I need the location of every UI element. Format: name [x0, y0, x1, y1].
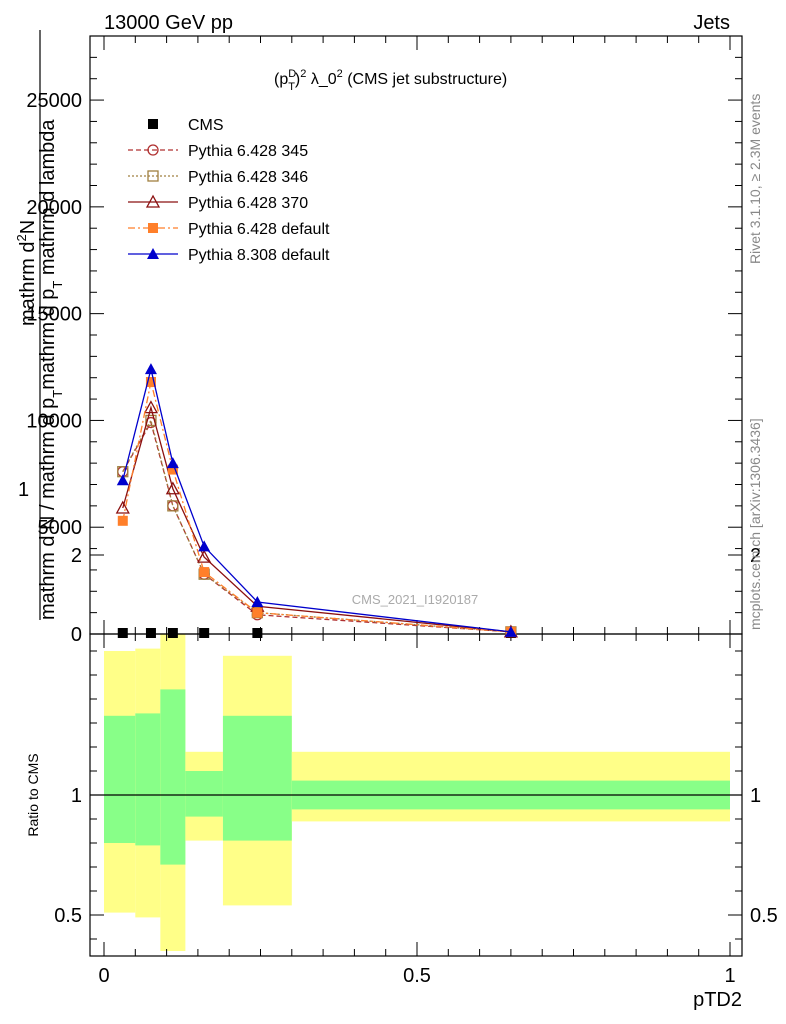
series-line — [122, 418, 511, 633]
data-point — [145, 414, 157, 427]
legend: CMS Pythia 6.428 345 Pythia 6.428 346 Pythi… — [128, 117, 330, 264]
legend-label: Pythia 6.428 345 — [188, 143, 308, 160]
data-point — [117, 628, 128, 638]
legend-marker — [147, 170, 159, 182]
data-point — [504, 625, 517, 637]
x-axis-label: pTD2 — [693, 989, 742, 1011]
data-point — [166, 457, 179, 469]
data-point — [144, 363, 157, 375]
svg-text:mathrm d2N: mathrm d2N — [14, 220, 39, 326]
legend-label: Pythia 6.428 346 — [188, 169, 308, 186]
data-point — [115, 500, 130, 514]
header-right: Jets — [693, 12, 730, 34]
ratio-y-tick-label: 1 — [71, 785, 82, 807]
ratio-y-tick-label-right: 1 — [750, 785, 761, 807]
rivet-info: Rivet 3.1.10, ≥ 2.3M events — [747, 94, 763, 264]
legend-marker — [147, 144, 159, 156]
x-tick-label: 1 — [724, 965, 735, 987]
legend-marker — [145, 194, 161, 208]
data-point — [252, 628, 263, 638]
ratio-bands — [90, 634, 742, 951]
data-point — [167, 500, 179, 512]
plot-title: (pD T)2 λ_02 (CMS jet substructure) — [274, 68, 507, 93]
data-point — [199, 628, 210, 638]
legend-label: Pythia 6.428 370 — [188, 195, 308, 212]
x-axis-ticks: 0 0.5 1 — [98, 36, 736, 987]
data-point — [117, 515, 128, 526]
x-tick-label: 0 — [98, 965, 109, 987]
data-point — [167, 628, 178, 638]
svg-text:mathrm d N / mathrm d pTmathrm: mathrm d N / mathrm d pTmathrm d pT math… — [37, 119, 65, 620]
legend-label: CMS — [188, 117, 224, 134]
ratio-y-tick-label: 2 — [71, 545, 82, 567]
legend-marker — [148, 119, 158, 129]
ratio-y-label: Ratio to CMS — [25, 753, 41, 836]
main-y-tick-label: 25000 — [26, 90, 82, 112]
data-point — [167, 500, 179, 512]
main-y-tick-label: 5000 — [38, 517, 83, 539]
x-tick-label: 0.5 — [403, 965, 431, 987]
legend-label: Pythia 8.308 default — [188, 247, 330, 264]
data-point — [197, 549, 212, 563]
data-point — [165, 481, 180, 495]
data-point — [116, 474, 129, 486]
header-left: 13000 GeV pp — [104, 12, 233, 34]
ratio-axis-ticks: 0.5 0.5 1 1 2 2 — [54, 545, 778, 940]
data-point — [251, 595, 264, 607]
data-point — [198, 540, 211, 552]
mcplots-info: mcplots.cern.ch [arXiv:1306.3436] — [747, 418, 763, 630]
main-y-label: mathrm d2N mathrm d N / mathrm d pTmathr… — [14, 30, 65, 620]
ratio-band-inner — [222, 715, 292, 841]
ratio-y-tick-label-right: 0.5 — [750, 905, 778, 927]
series-line — [122, 369, 511, 633]
data-point — [145, 376, 156, 387]
ratio-band-inner — [185, 771, 223, 817]
ratio-band-inner — [160, 689, 186, 865]
main-y-label-one: 1 — [18, 479, 29, 501]
data-point — [199, 567, 210, 578]
data-point — [145, 628, 156, 638]
legend-label: Pythia 6.428 default — [188, 221, 330, 238]
legend-marker — [148, 223, 158, 233]
ratio-y-tick-label-right: 2 — [750, 545, 761, 567]
legend-marker — [147, 248, 159, 259]
analysis-watermark: CMS_2021_I1920187 — [352, 592, 479, 607]
data-point — [143, 400, 159, 414]
data-series — [115, 363, 518, 638]
main-y-tick-label: 0 — [71, 624, 82, 646]
ratio-band-inner — [135, 713, 161, 846]
series-line — [122, 381, 511, 633]
ratio-y-tick-label: 0.5 — [54, 905, 82, 927]
ratio-band-inner — [104, 715, 136, 843]
data-point — [167, 464, 178, 475]
data-point — [252, 607, 263, 618]
